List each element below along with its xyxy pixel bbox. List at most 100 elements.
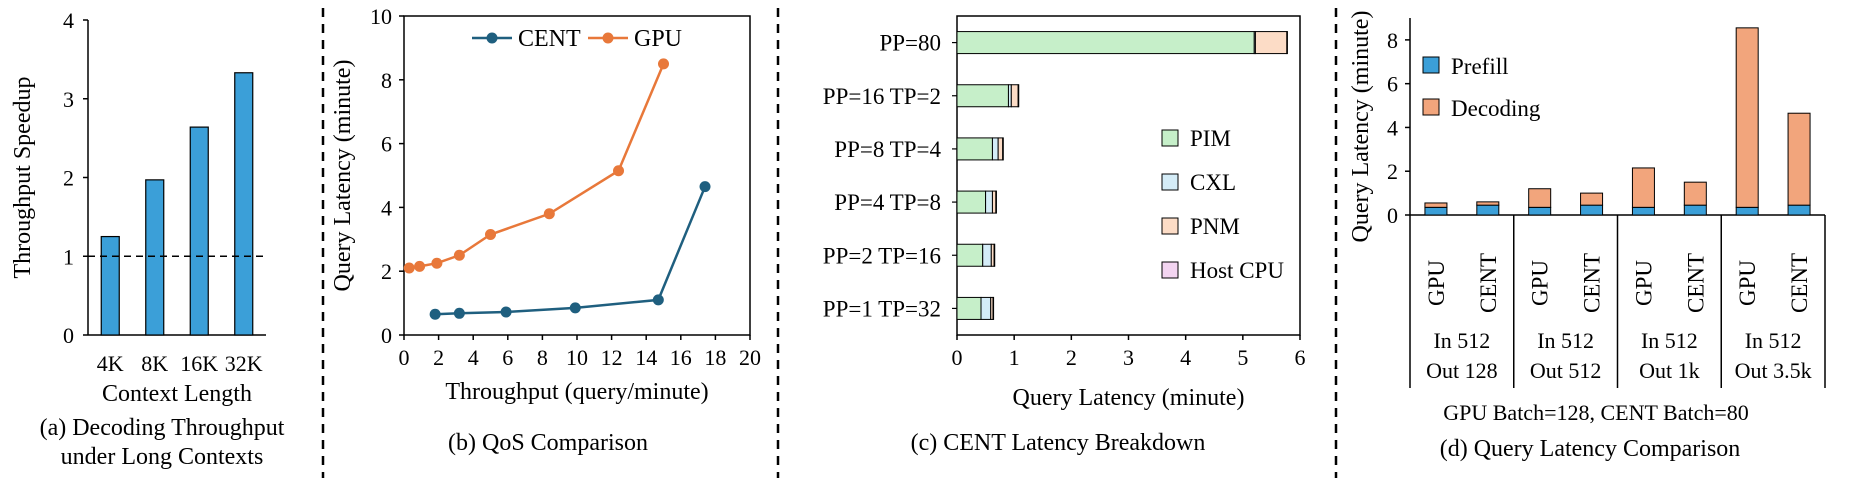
legend-marker-GPU (602, 32, 614, 44)
legend-label-Decoding: Decoding (1451, 96, 1541, 121)
point-CENT (429, 308, 441, 320)
caption: (c) CENT Latency Breakdown (911, 430, 1206, 456)
x-tick-label: 4 (1180, 345, 1191, 370)
bar-segment-PNM (1010, 84, 1019, 108)
group-label-out: Out 128 (1426, 358, 1498, 383)
group-label-out: Out 3.5k (1735, 358, 1812, 383)
legend-label-CENT: CENT (518, 26, 581, 52)
group-label-in: In 512 (1433, 328, 1490, 353)
y-tick-label: 6 (1387, 72, 1398, 97)
y-tick-label: 10 (370, 4, 392, 29)
x-tick-label: 4 (468, 345, 479, 370)
bar-segment-Prefill (1580, 204, 1604, 216)
x-tick-label: 12 (601, 345, 623, 370)
legend-swatch-Decoding (1422, 98, 1440, 116)
bar-segment-Prefill (1424, 206, 1448, 216)
y-tick-label: PP=8 TP=4 (834, 137, 941, 162)
point-GPU (613, 165, 625, 177)
bar-segment-PNM (1254, 31, 1288, 55)
y-tick-label: PP=4 TP=8 (834, 190, 941, 215)
bar-segment-CXL (985, 190, 993, 214)
bar-segment-Prefill (1631, 206, 1655, 216)
bar-segment-Prefill (1735, 206, 1759, 216)
x-tick-label: 3 (1123, 345, 1134, 370)
x-tick-label: CENT (1787, 253, 1812, 313)
x-tick-label: 1 (1009, 345, 1020, 370)
plot-frame (403, 15, 751, 336)
bar-segment-PIM (956, 137, 993, 161)
y-tick-label: 1 (63, 244, 74, 269)
bar-segment-Decoding (1476, 201, 1500, 206)
x-tick-label: GPU (1735, 260, 1760, 306)
legend-swatch-Prefill (1422, 56, 1440, 74)
x-tick-label: 2 (433, 345, 444, 370)
point-CENT (453, 307, 465, 319)
bar-segment-PIM (956, 84, 1009, 108)
y-axis-label: Query Latency (minute) (330, 60, 356, 292)
y-tick-label: 6 (381, 132, 392, 157)
bar-segment-Decoding (1683, 181, 1707, 206)
y-axis-label: Query Latency (minute) (1348, 11, 1374, 243)
point-GPU (453, 249, 465, 261)
x-tick-label: 32K (225, 351, 263, 376)
x-tick-label: 0 (952, 345, 963, 370)
point-CENT (699, 181, 711, 193)
bar-16K (189, 126, 209, 336)
point-CENT (652, 294, 664, 306)
legend-label-PIM: PIM (1190, 126, 1231, 151)
x-tick-label: 6 (1295, 345, 1306, 370)
point-GPU (414, 260, 426, 272)
y-tick-label: 4 (63, 8, 74, 33)
bar-segment-PIM (956, 190, 987, 214)
bar-segment-Prefill (1476, 204, 1500, 216)
x-tick-label: 10 (566, 345, 588, 370)
point-GPU (431, 257, 443, 269)
x-tick-label: 16 (670, 345, 692, 370)
x-tick-label: 14 (635, 345, 657, 370)
group-label-in: In 512 (1537, 328, 1594, 353)
x-tick-label: 5 (1237, 345, 1248, 370)
bar-segment-Prefill (1528, 206, 1552, 216)
plot-frame (956, 15, 1301, 336)
legend-swatch-Host CPU (1161, 261, 1179, 279)
bar-segment-PNM (991, 190, 997, 214)
x-tick-label: 4K (97, 351, 124, 376)
series-line-GPU (409, 63, 665, 270)
x-tick-label: 6 (502, 345, 513, 370)
bar-segment-CXL (982, 243, 992, 267)
x-tick-label: 8 (537, 345, 548, 370)
point-CENT (569, 302, 581, 314)
bar-segment-Host CPU (993, 243, 996, 267)
x-tick-label: 16K (180, 351, 218, 376)
bar-32K (234, 72, 254, 336)
y-tick-label: 8 (1387, 28, 1398, 53)
y-tick-label: PP=1 TP=32 (823, 296, 941, 321)
point-GPU (543, 208, 555, 220)
x-axis-label: Throughput (query/minute) (445, 379, 708, 405)
x-tick-label: GPU (1528, 260, 1553, 306)
x-axis-label: Context Length (102, 381, 252, 407)
point-GPU (403, 262, 415, 274)
bar-segment-Host CPU (1286, 31, 1288, 55)
bar-segment-Host CPU (992, 296, 995, 320)
point-CENT (500, 306, 512, 318)
bar-segment-Decoding (1580, 192, 1604, 206)
bar-segment-Decoding (1528, 188, 1552, 208)
y-tick-label: 4 (381, 195, 392, 220)
bar-segment-Decoding (1631, 167, 1655, 208)
x-tick-label: 8K (141, 351, 168, 376)
group-label-in: In 512 (1745, 328, 1802, 353)
x-tick-label: GPU (1424, 260, 1449, 306)
caption: (d) Query Latency Comparison (1440, 436, 1741, 462)
config-note: GPU Batch=128, CENT Batch=80 (1443, 400, 1749, 425)
y-tick-label: 4 (1387, 115, 1398, 140)
point-GPU (485, 229, 496, 241)
legend-label-CXL: CXL (1190, 170, 1236, 195)
y-tick-label: 2 (381, 259, 392, 284)
bar-segment-Decoding (1424, 202, 1448, 208)
caption-line-1: (a) Decoding Throughput (40, 415, 285, 441)
y-tick-label: 2 (63, 166, 74, 191)
group-label-out: Out 512 (1530, 358, 1602, 383)
y-tick-label: 3 (63, 87, 74, 112)
